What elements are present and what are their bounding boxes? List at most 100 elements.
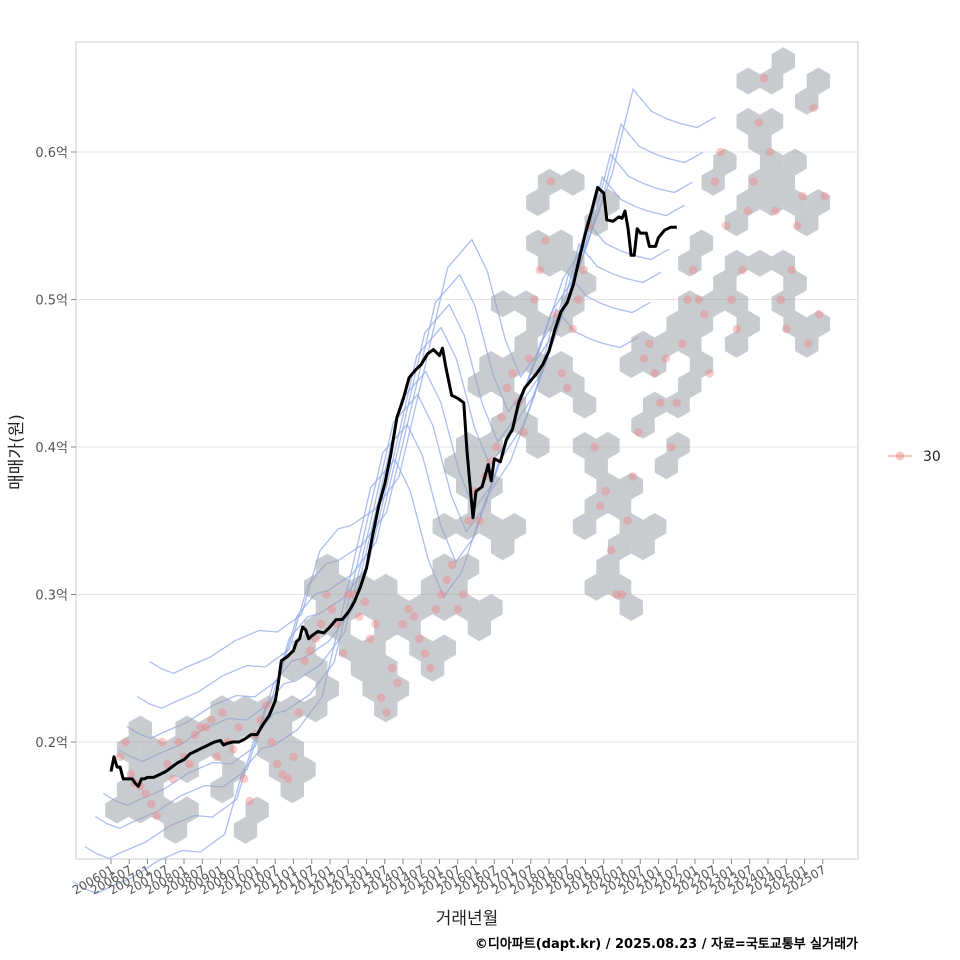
data-point (683, 295, 692, 304)
hex-bin (233, 816, 258, 844)
hex-bin (491, 411, 515, 439)
hex-bin (643, 391, 667, 419)
hex-bin (327, 573, 351, 601)
hex-bin (795, 87, 819, 115)
data-point (256, 715, 265, 725)
hex-bin (245, 796, 269, 824)
hex-bin (783, 310, 807, 338)
data-point (727, 295, 736, 304)
hex-bin (350, 654, 375, 682)
data-point (228, 745, 238, 754)
hex-bin (175, 796, 199, 824)
data-point (420, 649, 430, 658)
hex-bin (105, 796, 129, 824)
y-tick-label: 0.6억 (35, 146, 68, 161)
y-axis-ticks: 0.2억 0.3억 0.4억 0.5억 0.6억 (35, 146, 76, 751)
hex-bin (584, 573, 608, 601)
data-point (393, 678, 402, 688)
hex-bin (163, 735, 188, 763)
hex-bin (420, 654, 445, 682)
hex-bin (748, 128, 772, 156)
data-point (415, 634, 424, 644)
hex-bin (724, 330, 749, 358)
y-tick-label: 0.5억 (35, 294, 68, 309)
hex-bin (689, 310, 714, 338)
data-point (190, 730, 200, 739)
data-point (497, 413, 506, 422)
hex-bin (795, 330, 819, 358)
data-point (437, 590, 446, 599)
hex-bin (479, 351, 503, 378)
data-point (530, 295, 539, 304)
data-point (634, 427, 643, 437)
hex-bin (561, 290, 585, 318)
data-point (168, 774, 178, 784)
hex-bin (643, 351, 667, 378)
hex-bin (724, 290, 749, 318)
hex-bin (666, 310, 690, 338)
hex-bin (409, 594, 433, 621)
hex-bin (128, 756, 152, 783)
data-point (239, 774, 249, 784)
hex-bin (631, 533, 655, 561)
data-point (792, 221, 802, 231)
hex-bin (771, 249, 795, 277)
hex-bin (806, 189, 831, 216)
hex-bin (654, 330, 679, 358)
hex-bin (175, 756, 199, 783)
hex-bin (175, 715, 199, 743)
data-point (409, 612, 419, 621)
hex-bin (795, 209, 819, 237)
hex-bin (456, 553, 480, 581)
data-point (201, 722, 211, 732)
hex-bin (631, 411, 655, 439)
hex-bin (257, 735, 281, 763)
data-point (354, 612, 364, 621)
data-point (283, 774, 293, 784)
data-point (196, 722, 205, 732)
hex-bin (643, 513, 667, 540)
hex-bin (771, 47, 795, 75)
data-point (426, 663, 435, 673)
hex-bin (561, 371, 585, 399)
data-point (656, 398, 665, 408)
hex-bin (783, 270, 807, 297)
hex-bin (128, 796, 152, 824)
hex-bin (467, 371, 491, 399)
data-point (562, 383, 572, 393)
data-point (398, 619, 408, 629)
data-point (738, 265, 747, 275)
hex-bin (771, 290, 795, 318)
data-point (541, 236, 550, 245)
hex-bin (736, 108, 760, 135)
hex-bin (619, 513, 643, 540)
data-point (672, 398, 682, 408)
data-point (163, 759, 172, 769)
data-point (639, 354, 649, 363)
data-point (699, 309, 709, 319)
hex-bin (420, 573, 445, 601)
hex-bin (268, 756, 293, 783)
legend: 30 (888, 449, 941, 465)
data-point (754, 118, 764, 127)
data-point (803, 339, 813, 349)
data-point (115, 752, 125, 762)
data-point (447, 560, 457, 570)
data-point (666, 442, 676, 452)
x-axis-title: 거래년월 (436, 909, 499, 929)
data-point (267, 737, 276, 747)
data-point (688, 265, 698, 275)
hex-bin (526, 310, 550, 338)
hex-bin (561, 168, 585, 196)
hex-bin (280, 695, 304, 723)
hex-bin (280, 735, 304, 763)
legend-point-icon (895, 451, 905, 461)
hex-bin (678, 371, 702, 399)
hex-bin (771, 168, 795, 196)
hex-bin (537, 371, 562, 399)
hex-bin (631, 330, 655, 358)
hex-bin (210, 776, 234, 804)
hex-bin (806, 310, 831, 338)
density-contour (149, 87, 716, 675)
data-point (442, 575, 452, 585)
